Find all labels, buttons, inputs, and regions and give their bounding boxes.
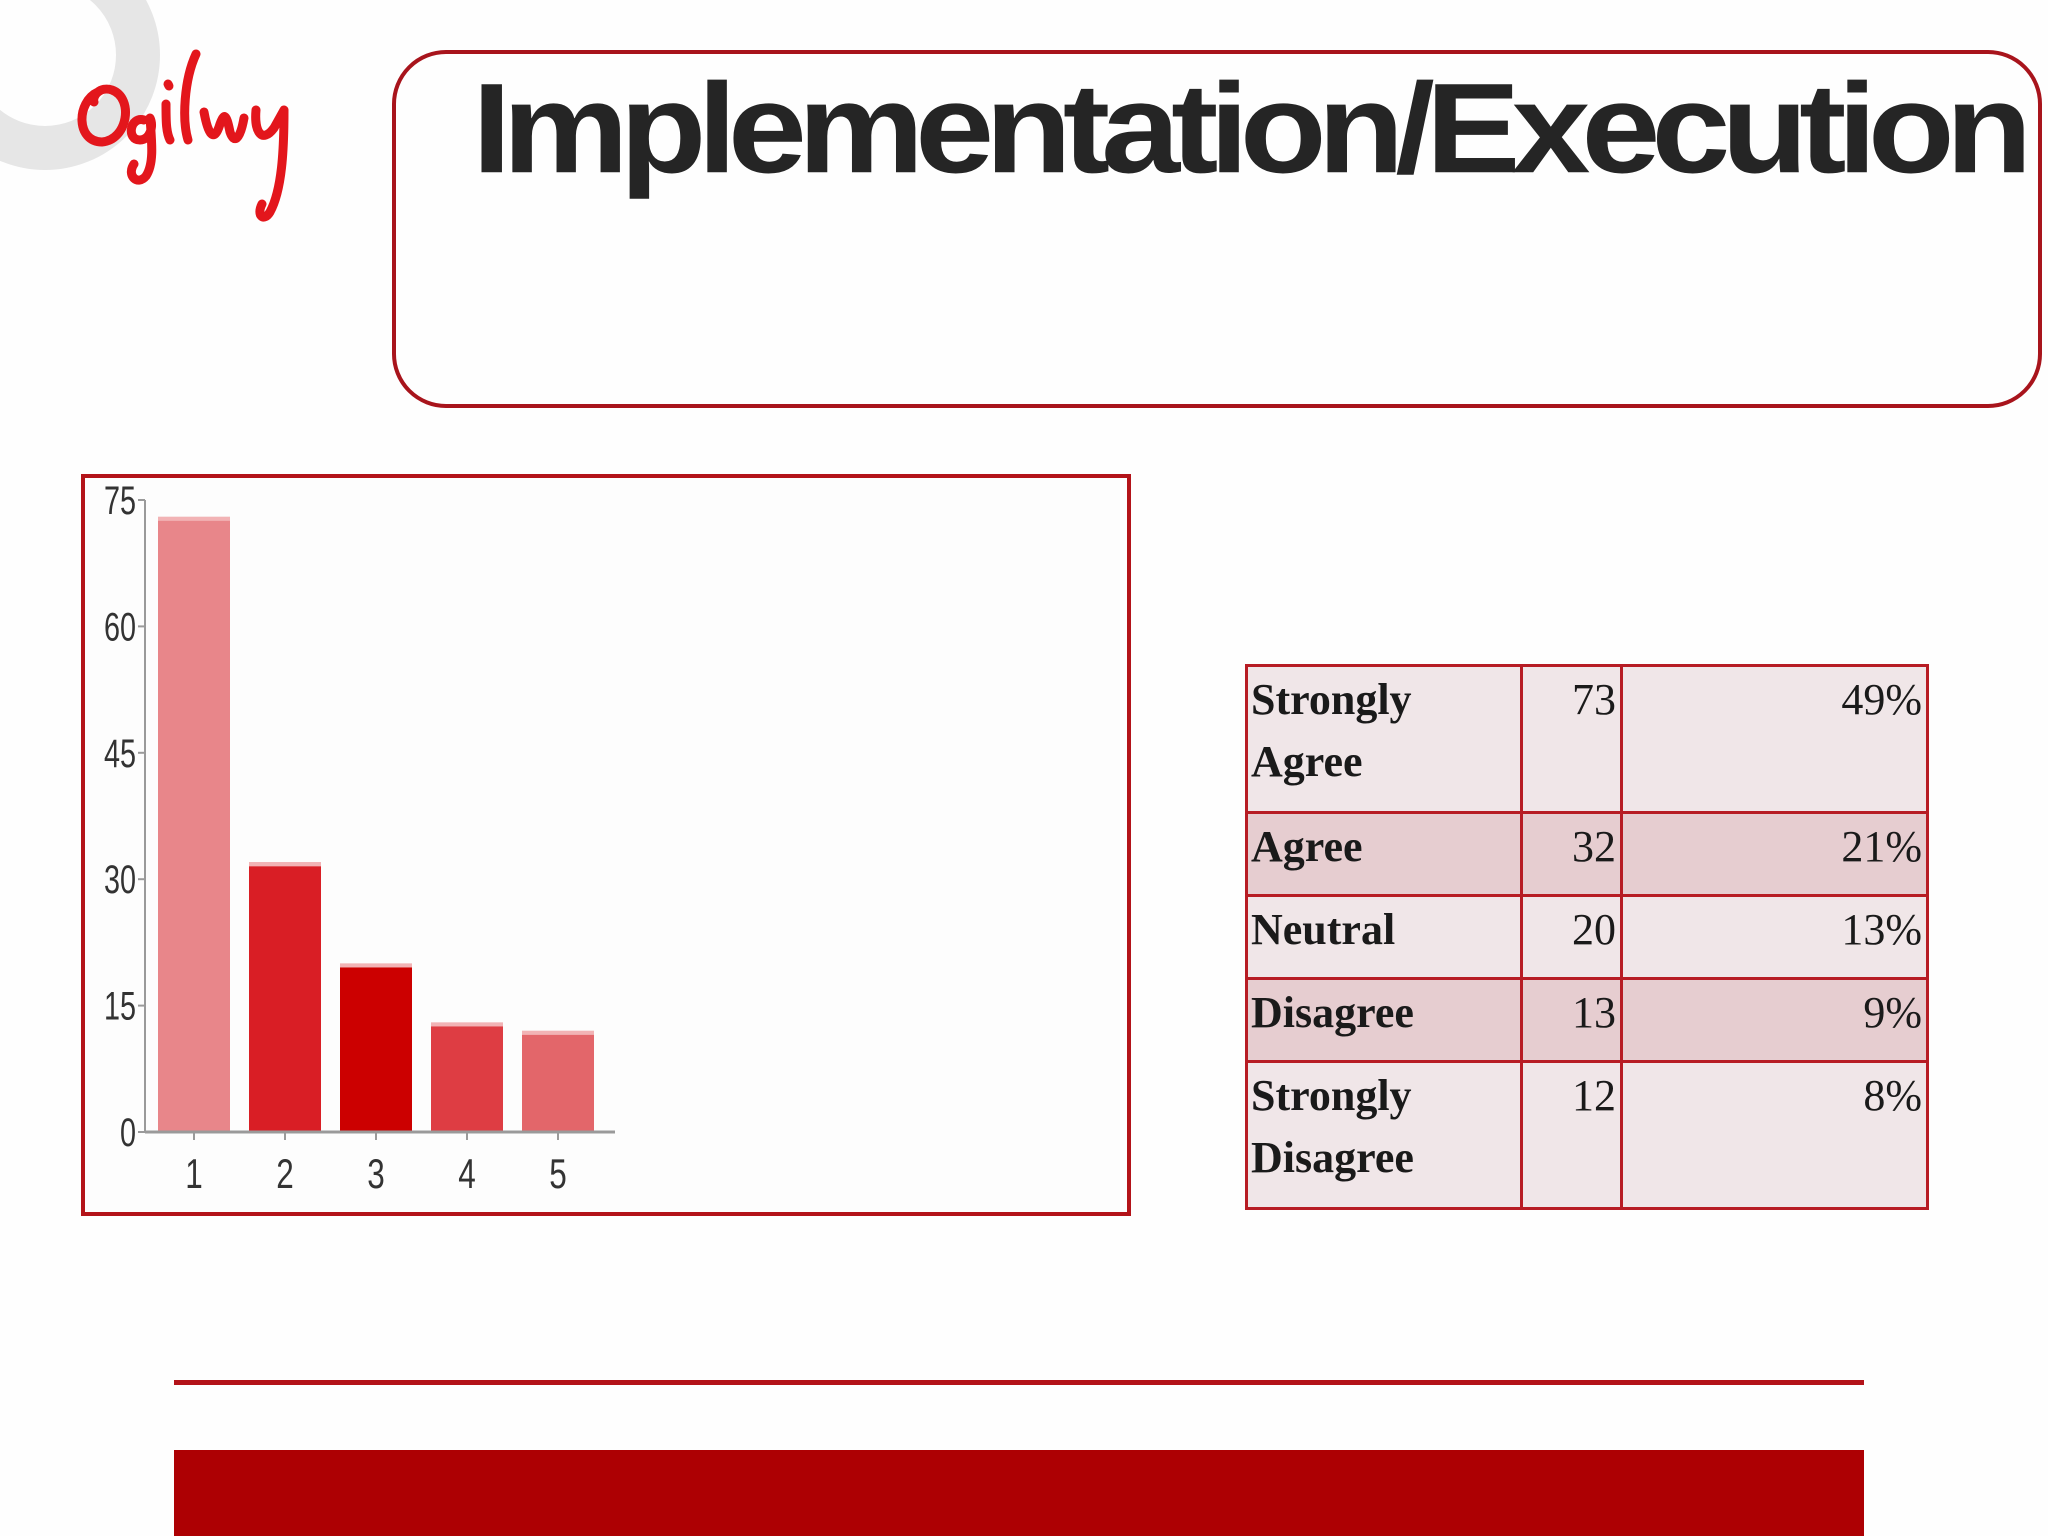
bar-top-highlight: [431, 1022, 503, 1027]
response-count: 12: [1520, 1060, 1623, 1210]
response-label: Strongly Agree: [1245, 664, 1523, 814]
response-count: 20: [1520, 894, 1623, 980]
ogilvy-logo: [77, 49, 289, 222]
y-tick-label: 45: [104, 731, 136, 776]
table-row: Agree 32 21%: [1245, 811, 1929, 897]
response-percent: 8%: [1620, 1060, 1929, 1210]
x-tick-label: 1: [185, 1150, 203, 1198]
table-row: Disagree 13 9%: [1245, 977, 1929, 1063]
bar-chart-panel: 0 15 30 45 60 75 1 2 3 4 5: [81, 474, 1131, 1216]
y-tick-label: 15: [104, 984, 136, 1029]
y-tick-label: 0: [120, 1110, 136, 1155]
bar-top-highlight: [249, 862, 321, 867]
x-tick-label: 3: [367, 1150, 385, 1198]
x-tick-label: 5: [549, 1150, 567, 1198]
response-label: Strongly Disagree: [1245, 1060, 1523, 1210]
slide-title: Implementation/Execution: [472, 57, 2032, 201]
response-count: 32: [1520, 811, 1623, 897]
response-label: Agree: [1245, 811, 1523, 897]
response-label: Disagree: [1245, 977, 1523, 1063]
bar-top-highlight: [522, 1030, 594, 1035]
table-row: Strongly Disagree 12 8%: [1245, 1060, 1929, 1210]
bar-top-highlight: [158, 516, 230, 521]
title-frame: [392, 50, 2042, 408]
bar: [158, 516, 230, 1132]
response-percent: 9%: [1620, 977, 1929, 1063]
y-tick-label: 60: [104, 605, 136, 650]
table-row: Strongly Agree 73 49%: [1245, 664, 1929, 814]
x-tick-label: 2: [276, 1150, 294, 1198]
divider-line: [174, 1380, 1864, 1385]
response-percent: 21%: [1620, 811, 1929, 897]
y-tick-label: 30: [104, 858, 136, 903]
bar: [249, 862, 321, 1132]
response-percent: 49%: [1620, 664, 1929, 814]
bar-top-highlight: [340, 963, 412, 968]
bar: [340, 963, 412, 1132]
x-tick-label: 4: [458, 1150, 476, 1198]
bar: [522, 1030, 594, 1132]
response-percent: 13%: [1620, 894, 1929, 980]
response-count: 73: [1520, 664, 1623, 814]
table-row: Neutral 20 13%: [1245, 894, 1929, 980]
response-count: 13: [1520, 977, 1623, 1063]
footer-bar: [174, 1450, 1864, 1536]
bar: [431, 1022, 503, 1132]
response-label: Neutral: [1245, 894, 1523, 980]
y-tick-label: 75: [104, 478, 136, 523]
response-table: Strongly Agree 73 49% Agree 32 21% Neutr…: [1245, 664, 1929, 1210]
